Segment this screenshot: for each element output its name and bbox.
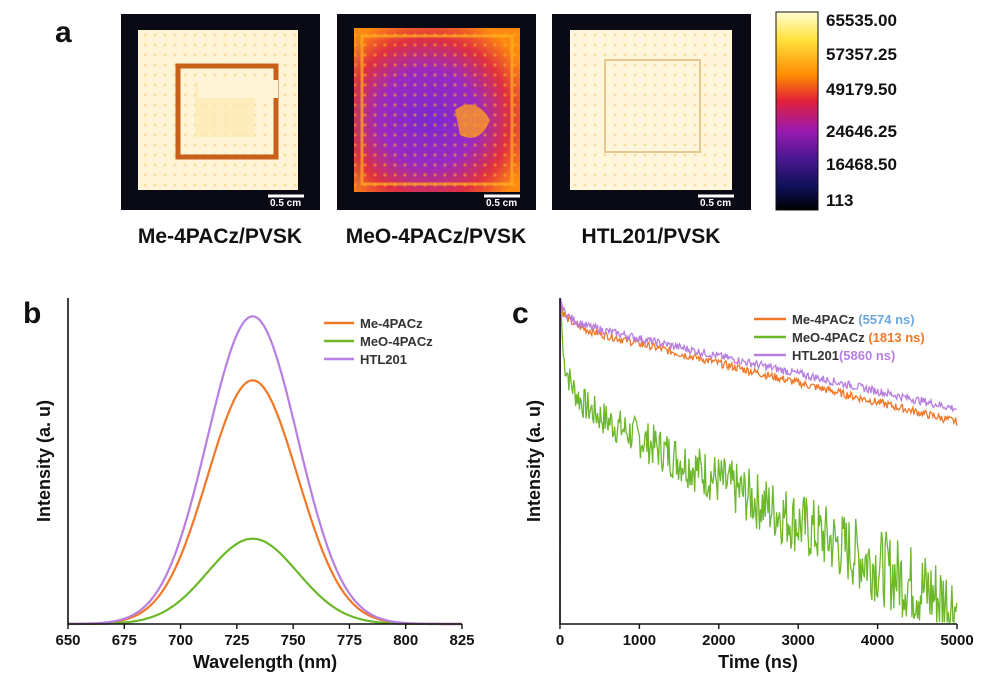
chart-b-xlabel: Wavelength (nm) bbox=[193, 652, 337, 672]
x-tick-label: 700 bbox=[168, 632, 193, 649]
chart-b-ylabel: Intensity (a. u) bbox=[34, 400, 54, 522]
x-tick-label: 2000 bbox=[702, 632, 735, 649]
colorbar-label: 113 bbox=[826, 191, 853, 210]
x-tick-label: 4000 bbox=[861, 632, 894, 649]
x-tick-label: 825 bbox=[449, 632, 474, 649]
chart-b-pl-spectra: 650 675 700 725 750 775 800 825 Wavelength (nm)… bbox=[34, 298, 475, 672]
chart-c-ylabel: Intensity (a. u) bbox=[524, 400, 544, 522]
legend-lifetime: (5860 ns) bbox=[839, 348, 895, 363]
legend-label-me4pacz: Me-4PACz bbox=[360, 316, 423, 331]
pl-image-me4pacz: 0.5 cm bbox=[121, 14, 320, 210]
legend-lifetime: (1813 ns) bbox=[868, 330, 924, 345]
x-tick-label: 775 bbox=[337, 632, 362, 649]
sample-label-htl201: HTL201/PVSK bbox=[582, 225, 721, 248]
sample-label-me4pacz: Me-4PACz/PVSK bbox=[138, 225, 302, 248]
scale-bar-text: 0.5 cm bbox=[486, 198, 517, 209]
colorbar-labels: 65535.00 57357.25 49179.50 24646.25 1646… bbox=[826, 11, 897, 210]
chart-c-legend: Me-4PACz (5574 ns) MeO-4PACz (1813 ns) H… bbox=[754, 312, 925, 363]
legend-label-me4pacz: Me-4PACz (5574 ns) bbox=[792, 312, 915, 327]
series-line-htl201 bbox=[559, 297, 958, 625]
chart-c-xlabel: Time (ns) bbox=[718, 652, 798, 672]
colorbar-label: 24646.25 bbox=[826, 122, 897, 141]
colorbar bbox=[775, 11, 819, 211]
scale-bar-text: 0.5 cm bbox=[700, 198, 731, 209]
colorbar-label: 49179.50 bbox=[826, 80, 897, 99]
sample-label-meo4pacz: MeO-4PACz/PVSK bbox=[346, 225, 526, 248]
legend-series-name: HTL201 bbox=[792, 348, 839, 363]
series-line-meo4pacz bbox=[68, 537, 462, 626]
series-line-me4pacz bbox=[68, 379, 462, 626]
chart-c-trpl-decay: 0 1000 2000 3000 4000 5000 Time (ns) Intensit… bbox=[524, 297, 974, 672]
pl-image-htl201: 0.5 cm bbox=[552, 14, 751, 210]
chart-b-legend: Me-4PACz MeO-4PACz HTL201 bbox=[324, 316, 433, 367]
panel-letter-b: b bbox=[23, 297, 41, 330]
colorbar-label: 65535.00 bbox=[826, 11, 897, 30]
colorbar-label: 57357.25 bbox=[826, 45, 897, 64]
x-tick-label: 725 bbox=[224, 632, 249, 649]
scale-bar-text: 0.5 cm bbox=[270, 198, 301, 209]
legend-label-htl201: HTL201 bbox=[360, 352, 407, 367]
legend-series-name: MeO-4PACz bbox=[792, 330, 865, 345]
panel-letter-c: c bbox=[512, 297, 529, 330]
series-line-htl201 bbox=[68, 315, 462, 626]
x-tick-label: 3000 bbox=[782, 632, 815, 649]
panel-letter-a: a bbox=[55, 16, 72, 49]
pl-image-meo4pacz: 0.5 cm bbox=[337, 14, 536, 210]
legend-label-meo4pacz: MeO-4PACz bbox=[360, 334, 433, 349]
x-tick-label: 0 bbox=[556, 632, 564, 649]
colorbar-label: 16468.50 bbox=[826, 155, 897, 174]
x-tick-label: 650 bbox=[55, 632, 80, 649]
x-tick-label: 675 bbox=[112, 632, 137, 649]
legend-lifetime: (5574 ns) bbox=[858, 312, 914, 327]
x-tick-label: 750 bbox=[281, 632, 306, 649]
x-tick-label: 1000 bbox=[623, 632, 656, 649]
legend-label-meo4pacz: MeO-4PACz (1813 ns) bbox=[792, 330, 925, 345]
legend-series-name: Me-4PACz bbox=[792, 312, 855, 327]
series-line-me4pacz bbox=[559, 297, 958, 625]
series-line-meo4pacz bbox=[559, 297, 958, 625]
x-tick-label: 800 bbox=[393, 632, 418, 649]
x-tick-label: 5000 bbox=[940, 632, 973, 649]
legend-label-htl201: HTL201(5860 ns) bbox=[792, 348, 895, 363]
